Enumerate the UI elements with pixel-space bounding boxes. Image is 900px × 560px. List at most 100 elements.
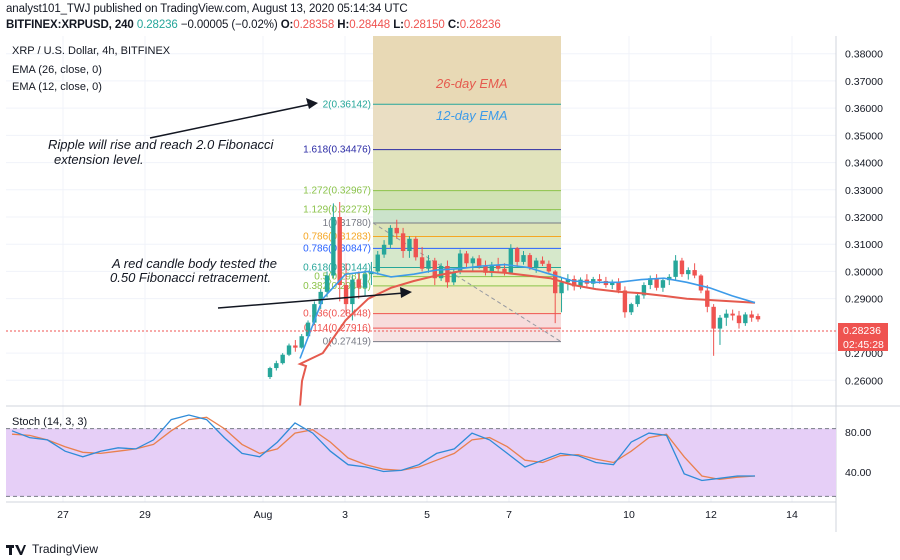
candle-body <box>610 281 615 286</box>
candle-body <box>698 275 704 291</box>
candle-body <box>432 260 437 279</box>
candle-body <box>546 263 552 272</box>
price-tick-label: 0.31000 <box>845 239 883 251</box>
high-value: 0.28448 <box>349 19 391 31</box>
candle-body <box>552 271 558 294</box>
candle-body <box>426 260 431 269</box>
candle-body <box>293 345 298 348</box>
candle-body <box>451 271 456 283</box>
candle-body <box>641 285 647 296</box>
candle-body <box>616 281 621 291</box>
stoch-axis-labels: 80.00 40.00 <box>845 427 871 479</box>
note-rise-line2: extension level. <box>54 152 144 167</box>
candle-body <box>394 227 399 234</box>
candle-body <box>419 257 425 269</box>
candle-body <box>318 291 323 305</box>
fib-top-band <box>373 36 561 105</box>
close-key: C: <box>447 19 460 31</box>
time-tick-label: 5 <box>424 509 430 521</box>
candle-body <box>711 306 716 329</box>
candle-body <box>299 336 304 348</box>
candle-body <box>540 260 545 264</box>
price-tick-label: 0.34000 <box>845 158 883 170</box>
open-value: 0.28358 <box>293 19 335 31</box>
bar-timer: 02:45:28 <box>843 339 884 351</box>
candle-body <box>274 363 279 369</box>
fib-band <box>373 236 561 249</box>
candle-body <box>438 265 444 279</box>
time-tick-label: Aug <box>254 509 273 521</box>
candle-body <box>407 238 412 252</box>
publish-line: analyst101_TWJ published on TradingView.… <box>6 3 408 15</box>
legend-ema12: EMA (12, close, 0) <box>12 81 102 93</box>
stochastic-pane <box>6 414 836 497</box>
quote-line: BITFINEX:XRPUSD, 240 0.28236 −0.00005 (−… <box>6 19 501 31</box>
open-key: O: <box>280 19 294 31</box>
candle-body <box>572 279 577 287</box>
time-axis[interactable]: 27 29 Aug 3 5 7 10 12 14 <box>57 509 798 521</box>
candle-body <box>495 264 501 269</box>
fib-level-label: 1.129(0.32273) <box>303 205 371 216</box>
time-tick-label: 7 <box>506 509 512 521</box>
candle-body <box>635 295 640 305</box>
fib-band <box>373 149 561 191</box>
candle-body <box>356 279 361 288</box>
candle-body <box>502 268 507 273</box>
stoch-band <box>6 428 836 497</box>
fibonacci-levels: 2(0.36142) 1.618(0.34476) 1.272(0.32967) 1.… <box>303 99 562 348</box>
candle-body <box>736 315 742 324</box>
candle-body <box>343 285 349 305</box>
candle-body <box>755 316 761 320</box>
candle-body <box>483 265 488 273</box>
candle-body <box>686 270 691 275</box>
price-tick-label: 0.30000 <box>845 266 883 278</box>
price-chart[interactable]: 2(0.36142) 1.618(0.34476) 1.272(0.32967) 1.… <box>0 36 900 532</box>
candle-body <box>470 258 476 264</box>
fib-band <box>373 328 561 342</box>
price-axis[interactable]: 0.38000 0.37000 0.36000 0.35000 0.34000 0.330… <box>845 49 883 388</box>
price-tick-label: 0.36000 <box>845 103 883 115</box>
stoch-label: Stoch (14, 3, 3) <box>12 416 87 428</box>
fib-band <box>373 313 561 329</box>
price-tick-label: 0.27000 <box>845 348 883 360</box>
candle-body <box>305 322 311 337</box>
candle-body <box>457 253 463 272</box>
stoch-upper-label: 80.00 <box>845 427 871 439</box>
ema12-line <box>299 263 756 359</box>
candle-body <box>489 264 495 273</box>
ema26-annotation: 26-day EMA <box>435 76 508 91</box>
candle-body <box>362 274 368 288</box>
fib-level-label: 0(0.27419) <box>323 337 371 348</box>
fib-level-label: 0.114(0.27916) <box>304 323 371 334</box>
candle-body <box>527 255 533 269</box>
fib-level-label: 0.786(0.30847) <box>303 243 371 254</box>
price-tick-label: 0.29000 <box>845 294 883 306</box>
candle-body <box>673 260 678 277</box>
tradingview-logo-icon <box>6 545 26 555</box>
fib-level-label: 0.786(0.31283) <box>303 232 371 243</box>
price-tick-label: 0.35000 <box>845 130 883 142</box>
candle-body <box>413 238 418 258</box>
candle-body <box>565 279 571 283</box>
candle-body <box>381 244 387 255</box>
candle-body <box>559 282 564 294</box>
current-price: 0.28236 <box>843 325 881 337</box>
fib-level-label: 1.272(0.32967) <box>303 186 371 197</box>
last-price: 0.28236 <box>136 19 178 31</box>
current-price-tag: 0.28236 02:45:28 <box>6 323 888 351</box>
note-candle-line2: 0.50 Fibonacci retracement. <box>110 270 271 285</box>
candle-body <box>324 275 330 292</box>
brand[interactable]: TradingView <box>6 542 98 556</box>
time-tick-label: 14 <box>786 509 798 521</box>
time-tick-label: 3 <box>342 509 348 521</box>
symbol: BITFINEX:XRPUSD, 240 <box>6 19 134 31</box>
candle-body <box>267 368 273 378</box>
candles <box>267 202 761 379</box>
high-key: H: <box>337 19 350 31</box>
candle-body <box>705 290 710 307</box>
fib-level-label: 1.618(0.34476) <box>303 145 371 156</box>
candle-body <box>724 313 729 318</box>
fib-band <box>373 190 561 210</box>
time-tick-label: 29 <box>139 509 151 521</box>
price-tick-label: 0.33000 <box>845 185 883 197</box>
